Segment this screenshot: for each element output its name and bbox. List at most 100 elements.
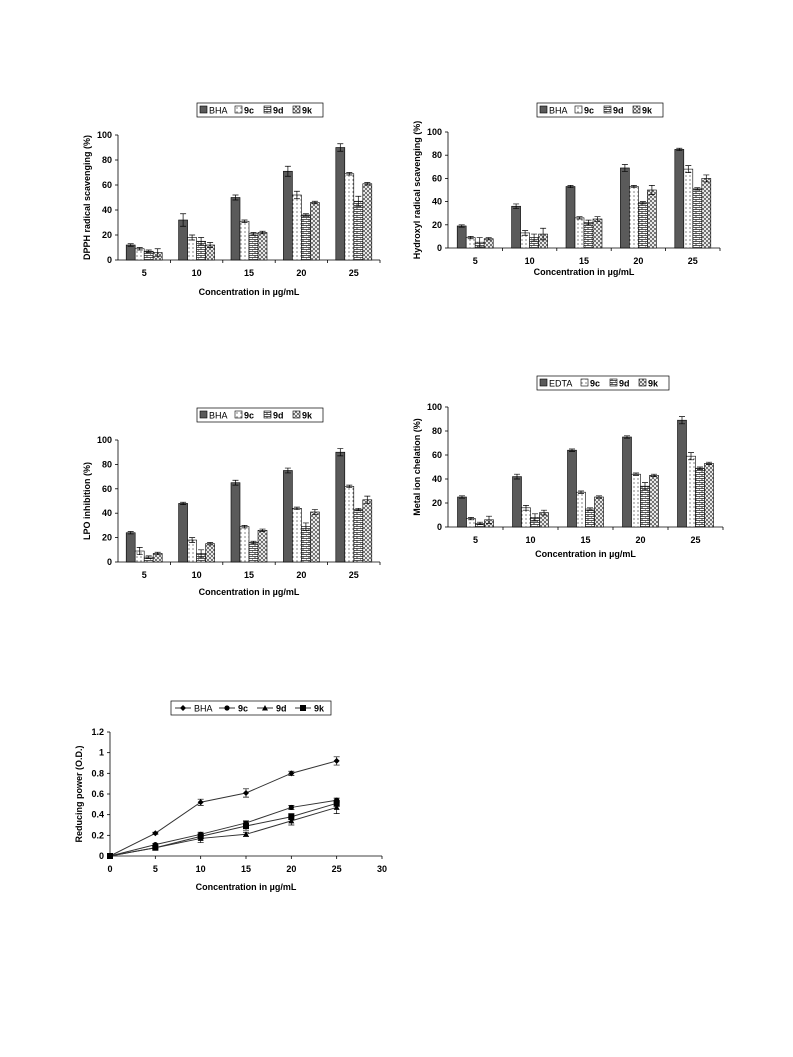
bar-9k [310,202,320,261]
y-tick-label: 100 [427,127,442,137]
error-bar [189,537,196,543]
x-tick-label: 20 [296,268,306,278]
error-bar [567,185,574,189]
error-bar [467,236,474,240]
data-point [152,844,159,851]
data-point [180,705,186,711]
x-tick-label: 5 [142,570,147,580]
error-bar [232,479,239,486]
bar-9c [629,186,639,249]
x-tick-label: 20 [296,570,306,580]
error-bar [127,531,134,535]
y-tick-label: 0 [99,851,104,861]
error-bar [706,461,712,465]
y-tick-label: 40 [432,197,442,207]
legend-swatch [632,105,641,114]
x-tick-label: 20 [286,864,296,874]
error-bar [154,248,161,257]
y-tick-label: 40 [432,474,442,484]
y-tick-label: 0.6 [91,789,104,799]
y-tick-label: 0 [107,557,112,567]
error-bar [648,185,655,195]
error-bar [459,495,465,499]
error-bar [477,521,483,525]
error-bar [364,182,371,186]
series-9c [107,797,340,859]
legend-box [196,102,324,118]
legend-swatch [580,378,589,387]
x-tick-label: 5 [142,268,147,278]
bar-9k [701,178,712,249]
x-tick-label: 10 [525,256,535,266]
error-bar [703,174,710,183]
error-bar [337,448,344,457]
error-bar [355,507,362,512]
error-bar [355,195,362,207]
error-bar [596,495,602,499]
data-point [333,804,340,810]
bar-bha [283,470,293,563]
y-tick-label: 100 [427,402,442,412]
error-bar [250,540,257,545]
y-tick-label: 0.2 [91,830,104,840]
bar-bha [565,186,576,249]
legend-swatch [292,410,301,419]
bar-9d [640,485,650,528]
data-point [333,757,340,764]
x-tick-label: 30 [377,864,387,874]
chart-legend: BHA 9c 9d 9k [196,102,324,118]
error-bar [346,484,353,488]
x-tick-label: 25 [332,864,342,874]
legend-box [196,407,324,423]
error-bar [311,200,318,205]
y-tick-label: 40 [102,508,112,518]
x-tick-label: 15 [244,570,254,580]
error-bar [207,542,214,546]
x-tick-label: 25 [349,268,359,278]
legend-label: BHA [549,106,568,116]
legend-label: 9k [642,106,653,116]
bar-9d [695,467,705,528]
x-tick-label: 20 [635,535,645,545]
legend-label: BHA [209,106,228,116]
x-tick-label: 0 [107,864,112,874]
error-bar [189,234,196,241]
x-tick-label: 10 [192,268,202,278]
x-axis-title: Concentration in µg/mL [196,882,297,892]
y-tick-label: 100 [97,130,112,140]
error-bar [284,165,291,177]
bar-9k [257,232,268,261]
data-point [243,789,249,796]
x-axis-title: Concentration in µg/mL [199,287,300,297]
legend-swatch [609,378,618,387]
x-axis-title: Concentration in µg/mL [534,267,635,277]
legend-label: 9d [619,379,630,389]
y-tick-label: 60 [102,484,112,494]
bar-9d [248,542,259,563]
bar-bha [620,167,630,249]
metal-chart-panel: EDTA 9c 9d 9k 0 20 40 60 80 100 5 10 15 20 25 Concentra… [405,370,745,600]
error-bar [241,525,248,529]
error-bar [207,242,214,248]
error-bar [587,507,593,511]
legend-label: BHA [194,704,213,714]
y-tick-label: 20 [432,498,442,508]
error-bar [293,506,300,510]
lpo-chart-panel: BHA 9c 9d 9k 0 20 40 60 80 100 5 10 15 20 25 Concentrat… [60,400,400,610]
error-bar [180,213,187,227]
error-bar [284,467,291,474]
bar-9d [248,233,259,261]
error-bar [232,194,239,201]
y-tick-label: 80 [432,150,442,160]
x-tick-label: 10 [192,570,202,580]
chart-legend: BHA 9c 9d 9k [196,407,324,423]
y-tick-label: 20 [102,533,112,543]
y-tick-label: 1 [99,748,104,758]
lpo-chart: BHA 9c 9d 9k 0 20 40 60 80 100 5 10 15 20 25 Concentrat… [82,407,381,597]
bar-9c [292,194,302,261]
bar-edta [457,496,467,528]
y-axis-title: Hydroxyl radical scavenging (%) [412,121,422,260]
bar-bha [335,147,346,261]
data-point [300,705,306,711]
x-tick-label: 15 [241,864,251,874]
